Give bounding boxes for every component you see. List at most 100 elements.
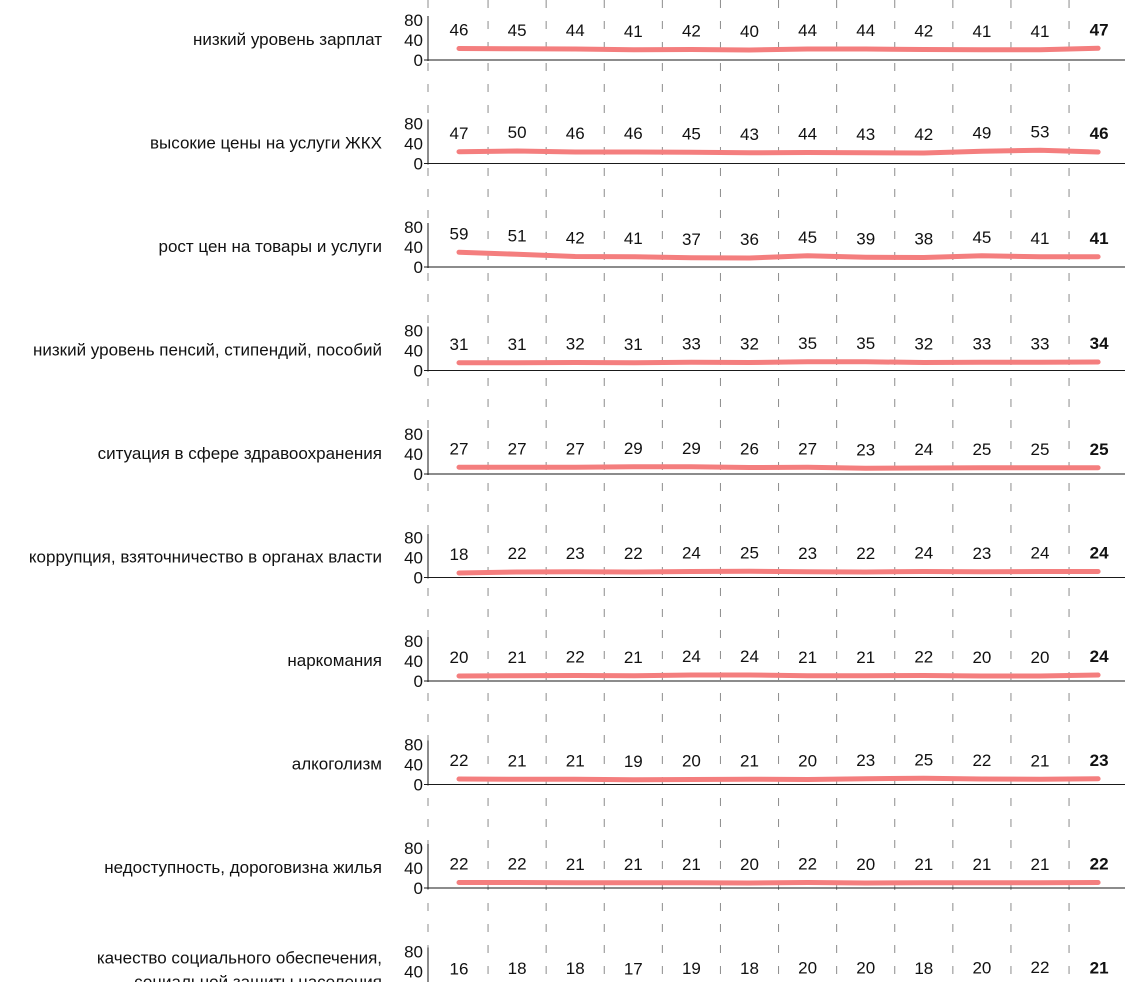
data-label: 46 — [566, 124, 585, 143]
data-label: 50 — [508, 123, 527, 142]
data-label: 34 — [1090, 334, 1109, 353]
data-label: 44 — [856, 21, 875, 40]
data-label: 21 — [1031, 751, 1050, 770]
data-label: 21 — [682, 855, 701, 874]
y-tick-label: 40 — [404, 963, 423, 982]
y-tick-label: 0 — [414, 879, 423, 898]
data-label: 23 — [566, 544, 585, 563]
data-label: 22 — [624, 544, 643, 563]
data-label: 41 — [1031, 22, 1050, 41]
data-label: 44 — [798, 125, 817, 144]
data-label: 21 — [1090, 958, 1109, 977]
y-tick-label: 0 — [414, 569, 423, 588]
y-tick-label: 40 — [404, 31, 423, 50]
category-label: наркомания — [287, 651, 382, 670]
category-label: высокие цены на услуги ЖКХ — [150, 134, 382, 153]
data-label: 17 — [624, 959, 643, 978]
data-label: 37 — [682, 230, 701, 249]
y-tick-label: 80 — [404, 632, 423, 651]
data-label: 20 — [798, 752, 817, 771]
category-label: недоступность, дороговизна жилья — [104, 858, 382, 877]
data-label: 43 — [856, 125, 875, 144]
data-label: 53 — [1031, 122, 1050, 141]
data-label: 21 — [740, 751, 759, 770]
data-label: 18 — [508, 959, 527, 978]
data-label: 16 — [450, 960, 469, 979]
data-label: 24 — [682, 544, 701, 563]
data-label: 18 — [566, 959, 585, 978]
data-label: 41 — [1090, 229, 1109, 248]
series-line — [456, 672, 1101, 679]
category-label: качество социального обеспечения, — [97, 949, 382, 968]
series-line — [456, 249, 1101, 261]
data-label: 42 — [914, 22, 933, 41]
y-tick-label: 40 — [404, 445, 423, 464]
y-tick-label: 0 — [414, 258, 423, 277]
y-tick-label: 0 — [414, 672, 423, 691]
data-label: 41 — [624, 229, 643, 248]
y-tick-label: 40 — [404, 342, 423, 361]
data-label: 24 — [1031, 544, 1050, 563]
data-label: 20 — [450, 648, 469, 667]
data-label: 24 — [914, 440, 933, 459]
data-label: 47 — [1090, 20, 1109, 39]
data-label: 44 — [798, 21, 817, 40]
data-label: 21 — [798, 648, 817, 667]
data-label: 21 — [566, 855, 585, 874]
data-label: 20 — [856, 959, 875, 978]
category-label: низкий уровень пенсий, стипендий, пособи… — [33, 341, 382, 360]
data-label: 45 — [798, 228, 817, 247]
data-label: 42 — [682, 22, 701, 41]
data-label: 47 — [450, 124, 469, 143]
data-label: 24 — [1090, 544, 1109, 563]
y-tick-label: 40 — [404, 652, 423, 671]
data-label: 21 — [508, 648, 527, 667]
data-label: 25 — [972, 440, 991, 459]
y-tick-label: 80 — [404, 322, 423, 341]
data-label: 23 — [1090, 751, 1109, 770]
data-label: 46 — [624, 124, 643, 143]
data-label: 18 — [740, 959, 759, 978]
data-label: 36 — [740, 230, 759, 249]
series-line — [456, 880, 1101, 886]
category-label: алкоголизм — [292, 755, 382, 774]
y-tick-label: 0 — [414, 465, 423, 484]
data-label: 25 — [1031, 440, 1050, 459]
data-label: 23 — [798, 544, 817, 563]
data-label: 44 — [566, 21, 585, 40]
data-label: 27 — [566, 439, 585, 458]
y-tick-label: 80 — [404, 11, 423, 30]
data-label: 22 — [450, 855, 469, 874]
data-label: 29 — [682, 439, 701, 458]
y-tick-label: 80 — [404, 839, 423, 858]
data-label: 41 — [624, 22, 643, 41]
data-label: 33 — [972, 334, 991, 353]
data-label: 21 — [1031, 855, 1050, 874]
data-label: 21 — [972, 855, 991, 874]
data-label: 22 — [1031, 958, 1050, 977]
data-label: 27 — [508, 439, 527, 458]
data-label: 46 — [1090, 124, 1109, 143]
series-line — [456, 359, 1101, 366]
data-label: 42 — [566, 229, 585, 248]
data-label: 20 — [798, 959, 817, 978]
data-label: 43 — [740, 125, 759, 144]
data-label: 21 — [566, 751, 585, 770]
y-tick-label: 80 — [404, 943, 423, 962]
data-label: 40 — [740, 22, 759, 41]
y-tick-label: 80 — [404, 218, 423, 237]
data-label: 22 — [972, 751, 991, 770]
data-label: 22 — [508, 544, 527, 563]
data-label: 22 — [856, 544, 875, 563]
category-label: рост цен на товары и услуги — [159, 237, 382, 256]
data-label: 21 — [624, 648, 643, 667]
y-tick-label: 0 — [414, 362, 423, 381]
series-line — [456, 568, 1101, 576]
data-label: 35 — [856, 334, 875, 353]
